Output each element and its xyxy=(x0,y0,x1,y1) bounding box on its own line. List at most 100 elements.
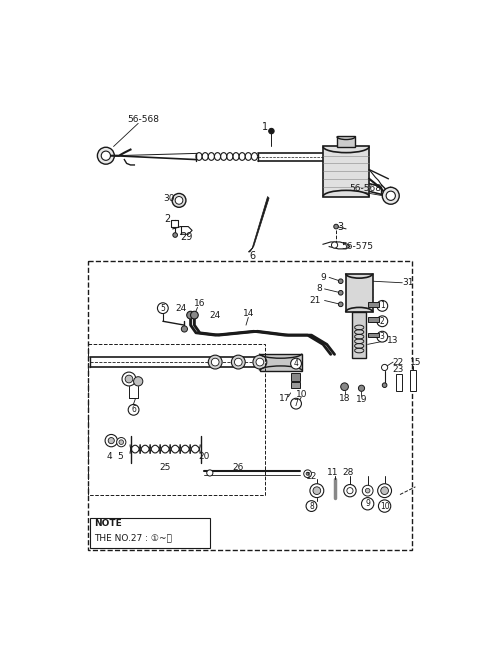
Circle shape xyxy=(359,385,365,392)
Circle shape xyxy=(291,398,301,409)
Circle shape xyxy=(234,358,242,366)
Circle shape xyxy=(119,440,123,445)
Text: 26: 26 xyxy=(233,463,244,472)
Circle shape xyxy=(338,279,343,283)
Circle shape xyxy=(347,487,353,494)
Text: 6: 6 xyxy=(131,405,136,415)
Circle shape xyxy=(175,197,183,204)
Circle shape xyxy=(362,485,373,496)
Text: 14: 14 xyxy=(242,309,254,318)
Circle shape xyxy=(122,372,136,386)
Bar xyxy=(260,354,302,371)
Text: NOTE: NOTE xyxy=(94,518,122,527)
Polygon shape xyxy=(323,344,335,354)
Text: 11: 11 xyxy=(327,468,339,478)
Circle shape xyxy=(128,405,139,415)
Bar xyxy=(410,370,416,392)
Text: 10: 10 xyxy=(296,390,307,399)
Circle shape xyxy=(117,438,126,447)
Polygon shape xyxy=(248,197,269,252)
Circle shape xyxy=(304,470,312,478)
Circle shape xyxy=(310,483,324,498)
Polygon shape xyxy=(308,335,327,344)
Text: 3: 3 xyxy=(337,222,343,232)
Bar xyxy=(396,374,402,390)
Circle shape xyxy=(256,358,264,366)
Circle shape xyxy=(191,311,198,319)
Circle shape xyxy=(306,472,309,475)
Text: THE NO.27 : ①~⑯: THE NO.27 : ①~⑯ xyxy=(94,533,172,542)
Bar xyxy=(352,312,366,358)
Text: 3: 3 xyxy=(380,332,385,341)
Circle shape xyxy=(378,483,392,498)
Text: 9: 9 xyxy=(320,273,326,282)
Circle shape xyxy=(173,233,178,237)
Text: 56-568: 56-568 xyxy=(349,184,381,194)
Text: 21: 21 xyxy=(310,296,321,305)
Circle shape xyxy=(332,242,337,248)
Circle shape xyxy=(211,358,219,366)
Circle shape xyxy=(291,358,301,369)
Circle shape xyxy=(344,485,356,497)
Polygon shape xyxy=(196,333,219,335)
Circle shape xyxy=(381,487,388,495)
Bar xyxy=(88,344,265,495)
Circle shape xyxy=(382,364,388,371)
Bar xyxy=(346,274,373,312)
Circle shape xyxy=(365,488,370,493)
Circle shape xyxy=(338,291,343,295)
Text: 23: 23 xyxy=(393,365,404,375)
Circle shape xyxy=(207,470,213,476)
Text: 29: 29 xyxy=(180,232,192,241)
Polygon shape xyxy=(254,331,288,335)
Text: 56-568: 56-568 xyxy=(128,115,159,124)
Text: 20: 20 xyxy=(198,451,209,461)
Bar xyxy=(368,333,379,337)
Circle shape xyxy=(306,501,317,512)
Bar xyxy=(291,373,300,380)
Text: 30: 30 xyxy=(163,194,175,203)
Circle shape xyxy=(382,188,399,204)
Circle shape xyxy=(334,224,338,229)
Text: 10: 10 xyxy=(380,502,389,510)
Circle shape xyxy=(133,377,143,386)
Text: 2: 2 xyxy=(164,214,170,224)
Circle shape xyxy=(157,303,168,314)
Text: 16: 16 xyxy=(194,299,205,308)
Circle shape xyxy=(172,194,186,207)
Text: 5: 5 xyxy=(117,451,122,461)
Text: 1: 1 xyxy=(262,122,268,133)
Circle shape xyxy=(97,147,114,164)
Bar xyxy=(88,261,411,550)
Bar xyxy=(337,136,355,147)
Text: 5: 5 xyxy=(160,304,165,313)
Polygon shape xyxy=(215,331,258,335)
Text: 9: 9 xyxy=(365,499,370,508)
Text: 25: 25 xyxy=(159,463,171,472)
Bar xyxy=(323,146,369,197)
Bar xyxy=(291,382,300,388)
Text: 12: 12 xyxy=(306,472,317,482)
Circle shape xyxy=(341,383,348,390)
Circle shape xyxy=(377,316,388,327)
Circle shape xyxy=(377,300,388,311)
Bar xyxy=(368,318,379,322)
Text: 17: 17 xyxy=(279,394,290,403)
Circle shape xyxy=(313,487,321,495)
Text: 28: 28 xyxy=(342,468,353,478)
Text: 22: 22 xyxy=(393,358,404,367)
Text: 7: 7 xyxy=(294,399,299,408)
Circle shape xyxy=(378,500,391,512)
Circle shape xyxy=(231,355,245,369)
Text: 7: 7 xyxy=(131,398,136,407)
Text: 6: 6 xyxy=(249,251,255,261)
Circle shape xyxy=(382,383,387,388)
Circle shape xyxy=(338,302,343,306)
Text: 8: 8 xyxy=(309,502,314,510)
Text: 8: 8 xyxy=(316,285,322,293)
Bar xyxy=(90,518,210,548)
Circle shape xyxy=(101,151,110,160)
Text: 1: 1 xyxy=(380,301,384,310)
Text: 4: 4 xyxy=(294,359,299,368)
Circle shape xyxy=(181,326,188,332)
